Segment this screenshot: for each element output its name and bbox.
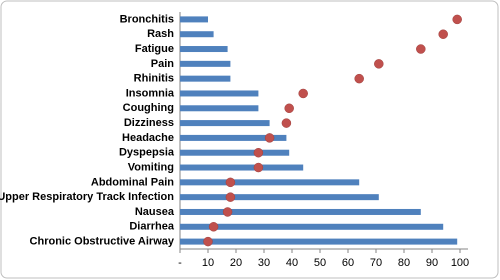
x-tick-label: 100	[451, 257, 469, 269]
x-tick-label: 10	[202, 257, 214, 269]
dot	[208, 222, 219, 232]
dot	[416, 44, 426, 54]
x-tick-label: 20	[230, 257, 242, 269]
category-label: Abdominal Pain	[91, 176, 174, 188]
bar	[180, 75, 231, 82]
category-label: Diarrhea	[129, 221, 175, 233]
dot	[354, 73, 364, 84]
x-tick-label: 80	[398, 257, 410, 269]
category-label: Nausea	[135, 206, 175, 218]
bar	[180, 31, 214, 38]
x-tick-label: 90	[426, 257, 438, 269]
dot	[225, 177, 236, 188]
bar	[180, 238, 458, 245]
dot	[298, 88, 308, 99]
x-tick-label: 40	[286, 257, 298, 269]
category-label: Rash	[147, 28, 174, 40]
category-label: Coughing	[123, 102, 174, 114]
dot	[253, 147, 264, 158]
bar	[180, 120, 270, 127]
category-label: Vomiting	[128, 161, 174, 173]
bar	[180, 60, 231, 67]
dot	[452, 14, 462, 25]
bar	[180, 194, 379, 201]
category-label: Dizziness	[124, 117, 174, 129]
dot	[253, 162, 264, 173]
bar	[180, 134, 287, 141]
bar	[180, 90, 259, 97]
bar	[180, 208, 421, 215]
dot	[374, 59, 384, 69]
x-tick-label: 50	[314, 257, 326, 269]
dot	[284, 103, 294, 114]
category-label: Fatigue	[135, 43, 174, 55]
dot	[222, 207, 233, 217]
dot	[438, 29, 448, 39]
bar	[180, 223, 444, 230]
bar	[180, 149, 290, 156]
bar	[180, 16, 208, 23]
x-tick-label: 70	[370, 257, 382, 269]
bar	[180, 164, 304, 171]
bar	[180, 179, 360, 186]
category-label: Upper Respiratory Track Infection	[0, 191, 174, 203]
dot	[225, 192, 236, 202]
category-label: Dyspepsia	[119, 147, 175, 159]
x-tick-label: -	[178, 257, 182, 269]
category-label: Chronic Obstructive Airway	[30, 236, 175, 248]
dot	[264, 133, 275, 143]
bar	[180, 105, 259, 112]
dot	[203, 236, 213, 247]
category-label: Insomnia	[126, 87, 175, 99]
bar	[180, 46, 228, 53]
dot	[281, 118, 292, 128]
category-label: Headache	[122, 132, 174, 144]
category-label: Bronchitis	[120, 13, 174, 25]
category-label: Rhinitis	[134, 73, 174, 85]
x-tick-label: 30	[258, 257, 270, 269]
x-tick-label: 60	[342, 257, 354, 269]
category-label: Pain	[151, 58, 175, 70]
